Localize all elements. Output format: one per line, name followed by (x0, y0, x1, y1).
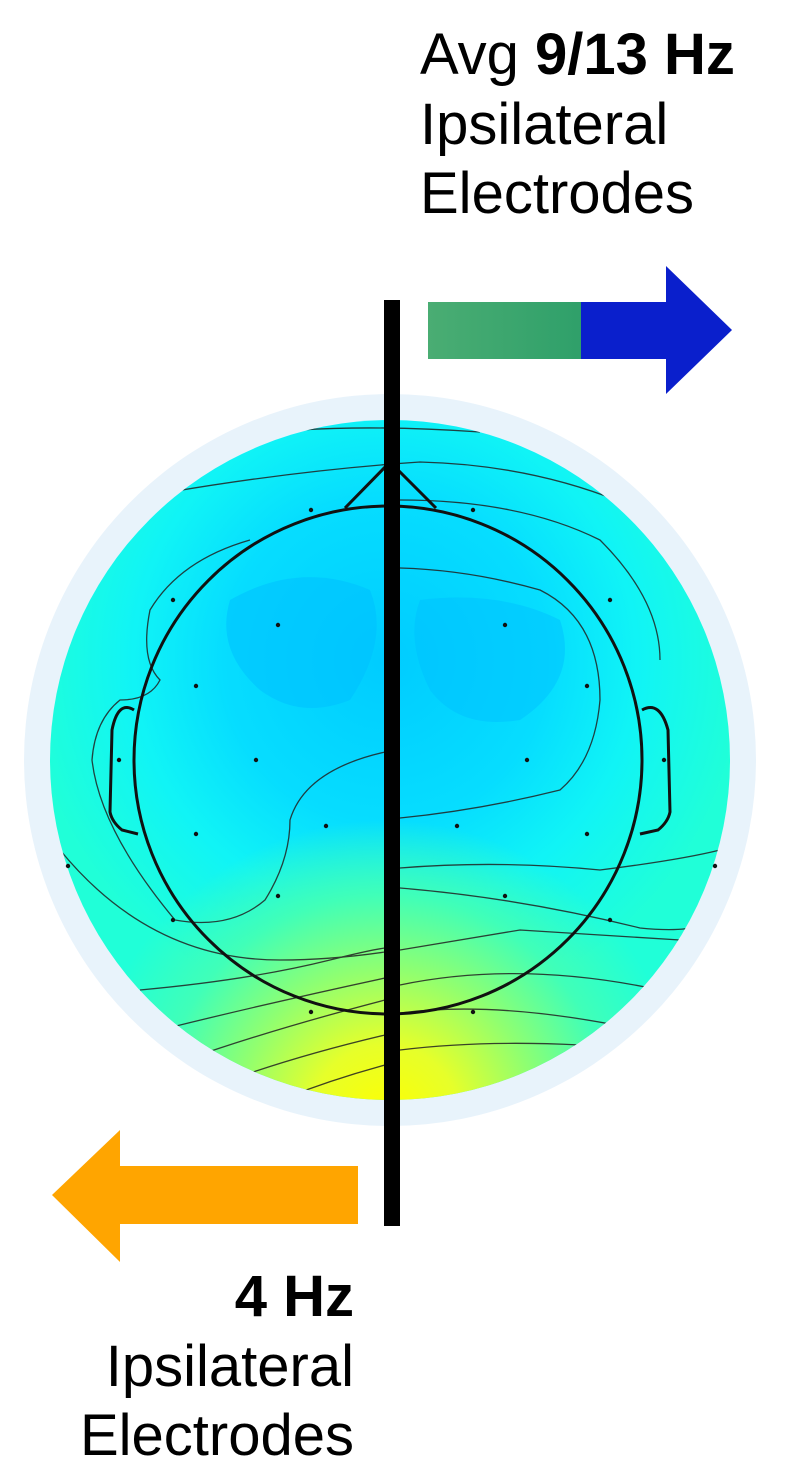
top-label: Avg 9/13 Hz Ipsilateral Electrodes (420, 20, 735, 229)
top-label-line2: Ipsilateral (420, 91, 669, 157)
bottom-label-line2: Ipsilateral (105, 1333, 354, 1399)
right-ear-icon (639, 706, 672, 836)
bottom-label: 4 Hz Ipsilateral Electrodes (80, 1262, 354, 1471)
contour-lines (59, 427, 721, 1100)
left-ear-icon (108, 706, 139, 836)
top-label-line1: Avg 9/13 Hz (420, 20, 735, 90)
top-label-prefix: Avg (420, 22, 519, 87)
electrode-markers (65, 507, 718, 1015)
bottom-label-frequency: 4 Hz (234, 1264, 354, 1329)
right-arrow-icon (428, 266, 732, 394)
left-arrow-icon (52, 1130, 358, 1262)
top-label-line3: Electrodes (420, 161, 695, 227)
top-label-frequency: 9/13 Hz (535, 22, 735, 87)
midline-divider (384, 300, 400, 1226)
bottom-label-line3: Electrodes (79, 1403, 354, 1469)
